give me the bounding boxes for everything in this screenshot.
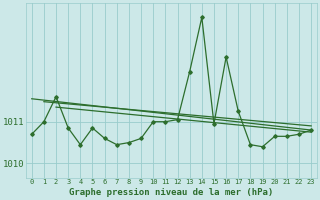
X-axis label: Graphe pression niveau de la mer (hPa): Graphe pression niveau de la mer (hPa)	[69, 188, 274, 197]
